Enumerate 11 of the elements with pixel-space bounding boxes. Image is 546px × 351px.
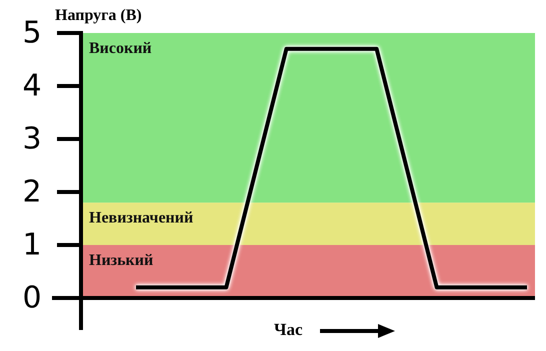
- y-tick-label: 4: [22, 68, 42, 104]
- y-tick-label: 5: [22, 16, 42, 50]
- y-axis-title: Напруга (В): [55, 7, 142, 24]
- y-tick-label: 1: [22, 228, 42, 262]
- band-label: Невизначений: [89, 210, 194, 227]
- x-axis-title: Час: [274, 320, 303, 339]
- band-label: Високий: [89, 40, 152, 57]
- y-tick-label: 3: [22, 122, 42, 156]
- y-tick-label: 2: [22, 174, 42, 210]
- y-tick-label: 0: [22, 280, 42, 316]
- band-label: Низький: [89, 252, 154, 269]
